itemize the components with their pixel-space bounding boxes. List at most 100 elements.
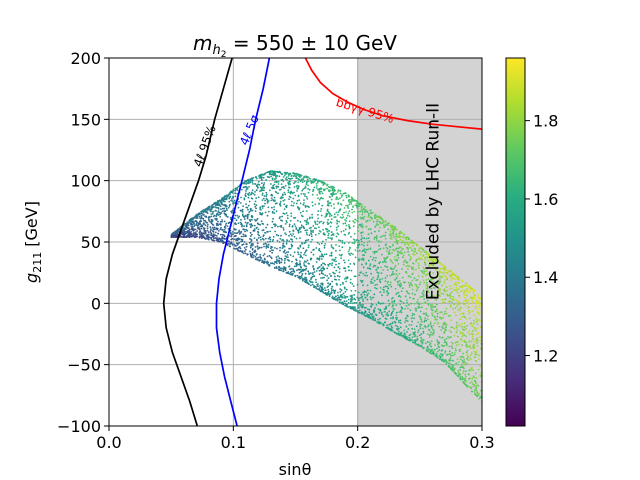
scatter-point xyxy=(261,182,263,185)
scatter-point xyxy=(353,301,356,304)
scatter-point xyxy=(320,264,323,267)
scatter-point xyxy=(211,213,214,215)
scatter-point xyxy=(430,295,432,298)
scatter-point xyxy=(468,373,470,376)
scatter-point xyxy=(219,240,222,243)
scatter-point xyxy=(339,291,342,293)
scatter-point xyxy=(407,292,409,295)
scatter-point xyxy=(222,242,225,245)
scatter-point xyxy=(382,324,385,327)
scatter-point xyxy=(374,259,377,262)
scatter-point xyxy=(266,241,269,243)
scatter-point xyxy=(338,267,341,270)
scatter-point xyxy=(226,225,229,228)
scatter-point xyxy=(221,220,223,223)
scatter-point xyxy=(478,319,480,321)
scatter-point xyxy=(455,372,457,375)
scatter-point xyxy=(204,224,207,227)
scatter-point xyxy=(323,276,325,279)
scatter-point xyxy=(324,243,327,245)
scatter-point xyxy=(469,289,472,292)
scatter-point xyxy=(449,300,451,303)
scatter-point xyxy=(466,354,469,356)
scatter-point xyxy=(430,278,433,280)
scatter-point xyxy=(311,238,313,241)
scatter-point xyxy=(369,296,372,299)
scatter-point xyxy=(427,303,430,305)
scatter-point xyxy=(257,183,259,186)
scatter-point xyxy=(330,251,333,254)
scatter-point xyxy=(347,250,350,253)
scatter-point xyxy=(324,216,327,218)
scatter-point xyxy=(382,247,385,250)
scatter-point xyxy=(397,332,400,335)
scatter-point xyxy=(303,262,305,264)
scatter-point xyxy=(210,238,213,241)
scatter-point xyxy=(270,183,272,185)
scatter-point xyxy=(457,276,460,279)
scatter-point xyxy=(321,181,324,184)
scatter-point xyxy=(335,229,338,231)
scatter-point xyxy=(394,226,396,229)
scatter-point xyxy=(408,242,410,245)
scatter-point xyxy=(342,222,345,225)
scatter-point xyxy=(288,234,290,237)
scatter-point xyxy=(358,224,361,226)
scatter-point xyxy=(317,197,319,200)
scatter-point xyxy=(284,193,287,196)
scatter-point xyxy=(393,256,396,258)
scatter-point xyxy=(425,284,427,287)
scatter-point xyxy=(328,222,330,225)
scatter-point xyxy=(340,257,342,259)
scatter-point xyxy=(329,293,332,295)
scatter-point xyxy=(289,173,291,175)
scatter-point xyxy=(455,331,458,334)
scatter-point xyxy=(337,189,340,192)
scatter-point xyxy=(444,279,447,281)
scatter-point xyxy=(393,273,395,276)
scatter-point xyxy=(238,241,241,244)
scatter-point xyxy=(259,208,262,211)
scatter-point xyxy=(319,192,321,195)
scatter-point xyxy=(210,215,213,218)
scatter-point xyxy=(264,258,266,261)
scatter-point xyxy=(279,216,281,218)
scatter-point xyxy=(450,277,453,280)
scatter-point xyxy=(368,311,371,314)
scatter-point xyxy=(248,219,251,221)
scatter-point xyxy=(448,336,451,339)
scatter-point xyxy=(439,353,442,355)
scatter-point xyxy=(283,250,286,253)
scatter-point xyxy=(337,198,340,201)
scatter-point xyxy=(252,177,255,179)
scatter-point xyxy=(463,292,465,295)
scatter-point xyxy=(316,241,319,244)
scatter-point xyxy=(283,208,286,211)
scatter-point xyxy=(422,332,425,335)
scatter-point xyxy=(428,285,431,288)
scatter-point xyxy=(274,190,277,193)
scatter-point xyxy=(390,234,393,237)
scatter-point xyxy=(455,286,457,289)
scatter-point xyxy=(344,192,346,195)
scatter-point xyxy=(455,325,458,328)
scatter-point xyxy=(196,230,199,232)
scatter-point xyxy=(367,228,370,231)
scatter-point xyxy=(277,180,280,183)
scatter-point xyxy=(285,243,288,245)
title-rest: = 550 ± 10 GeV xyxy=(227,31,398,55)
scatter-point xyxy=(347,212,350,215)
scatter-point xyxy=(283,249,286,252)
scatter-point xyxy=(463,359,466,361)
scatter-point xyxy=(377,241,380,243)
scatter-point xyxy=(259,211,261,214)
scatter-point xyxy=(461,285,464,287)
scatter-point xyxy=(445,312,448,315)
scatter-point xyxy=(462,289,465,292)
scatter-point xyxy=(445,326,447,328)
scatter-point xyxy=(477,311,479,314)
scatter-point xyxy=(257,248,259,250)
scatter-point xyxy=(333,207,336,210)
scatter-point xyxy=(234,192,236,195)
scatter-point xyxy=(469,377,471,380)
